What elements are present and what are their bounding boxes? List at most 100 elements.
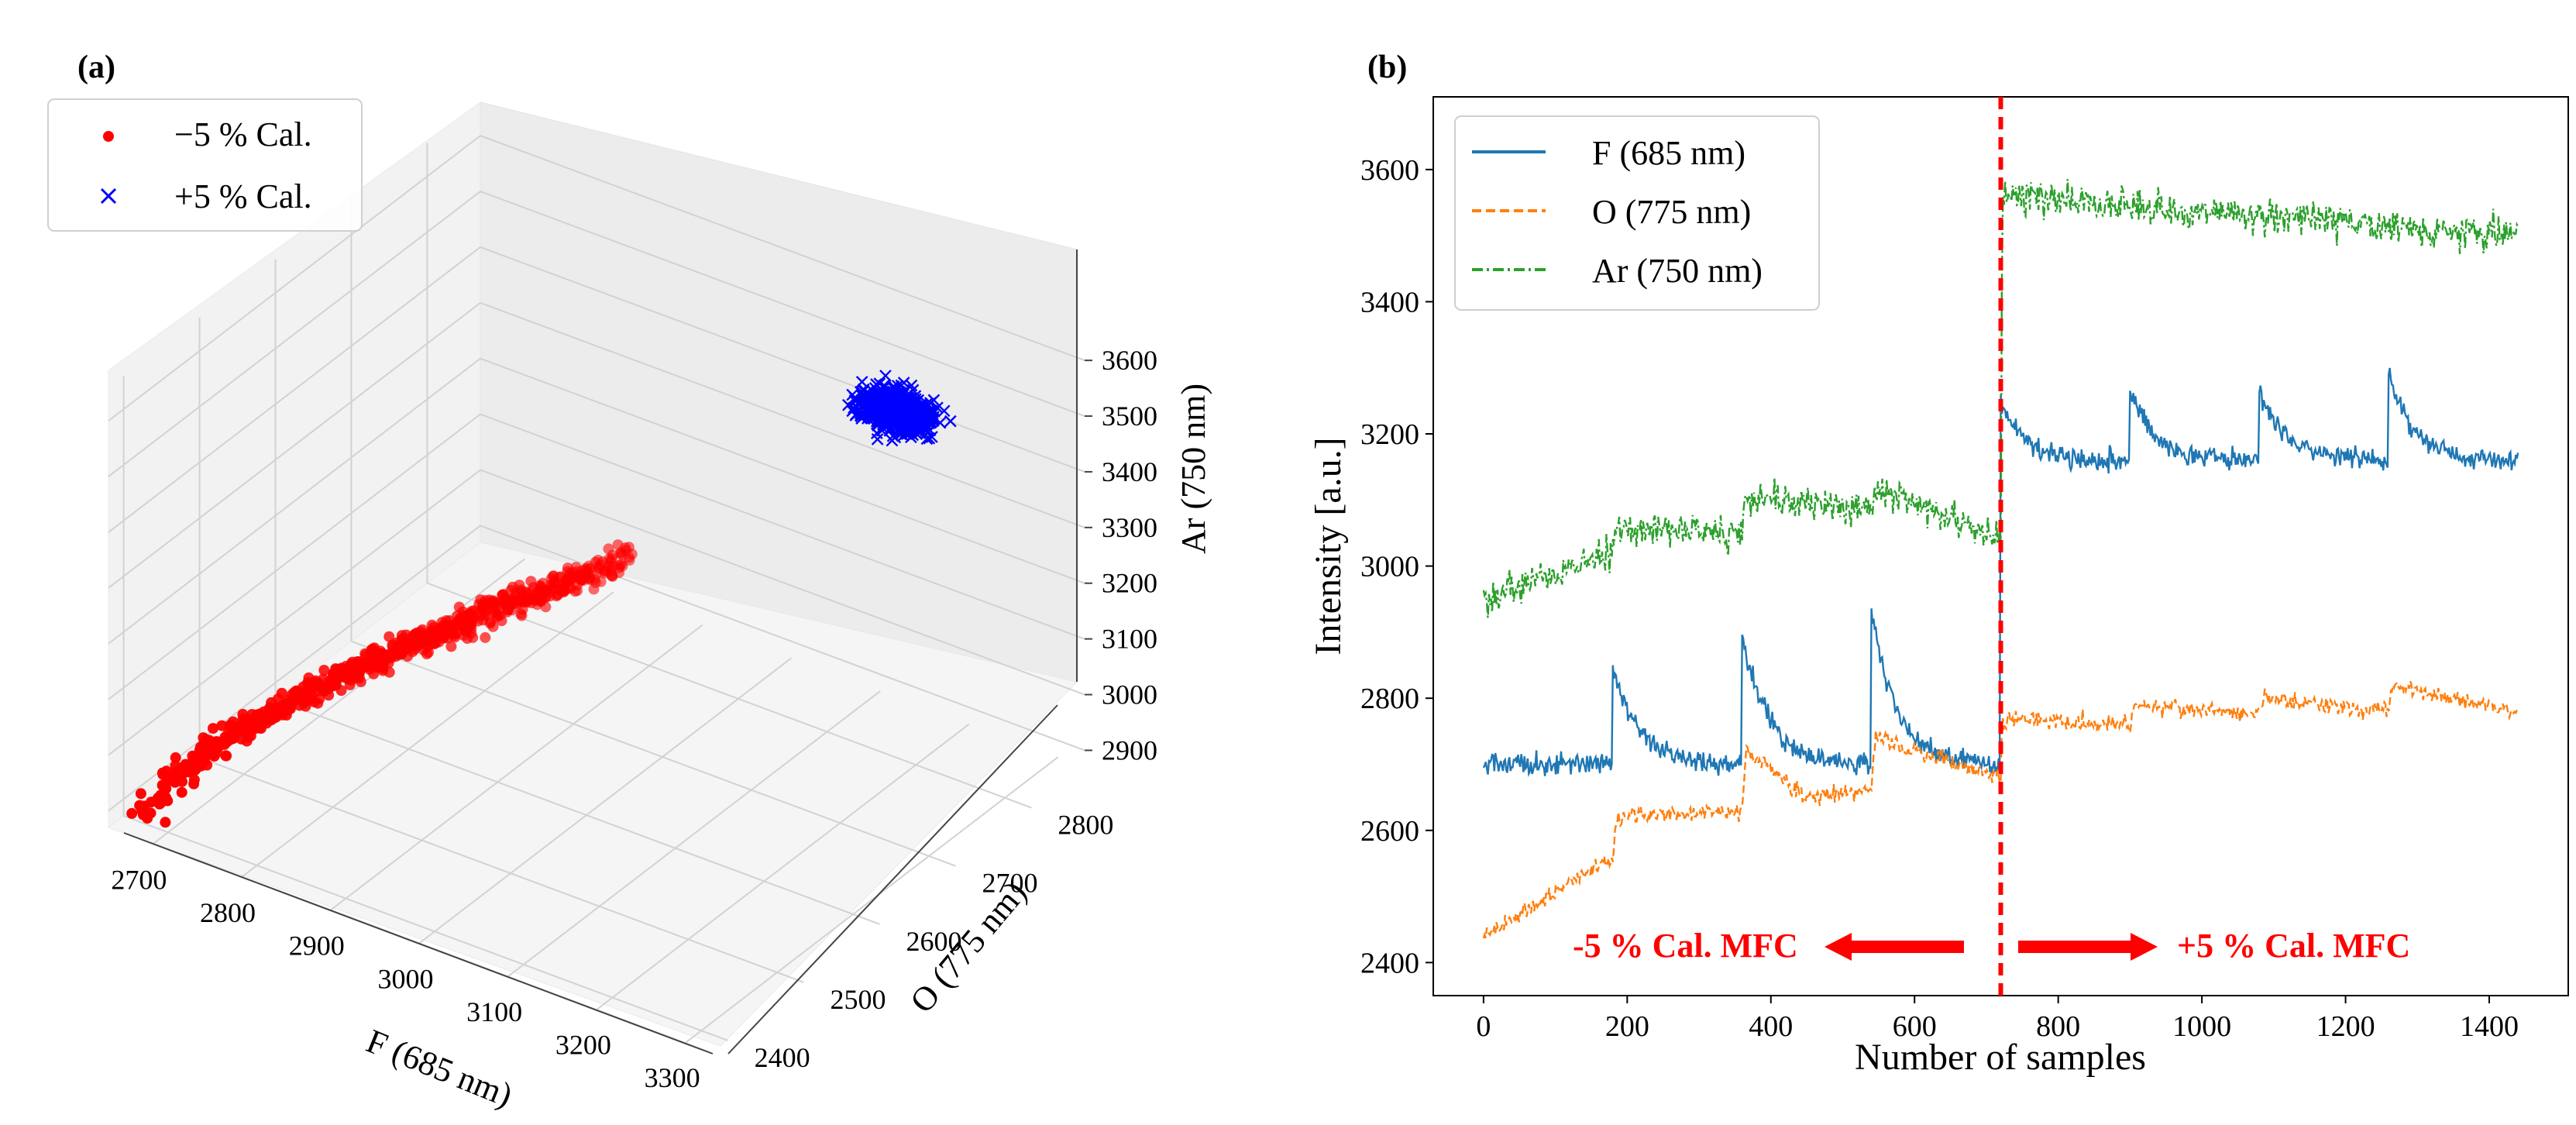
legend-blue-x: [100, 188, 117, 205]
blue-point: [910, 421, 923, 434]
red-point: [328, 668, 339, 679]
red-point: [503, 604, 514, 615]
z-tick-label: 3200: [1102, 568, 1157, 599]
blue-point: [854, 386, 867, 398]
red-point: [370, 655, 381, 666]
grid-z: [108, 525, 1085, 812]
red-point: [445, 641, 457, 652]
red-point: [542, 584, 554, 596]
red-point: [242, 731, 254, 743]
red-point: [480, 631, 491, 643]
y-tick-label: 2600: [906, 926, 962, 957]
blue-point: [873, 377, 886, 390]
red-point: [391, 637, 403, 649]
x-tick-label-b: 1200: [2316, 1010, 2375, 1043]
panel-b-line-chart: (b) 0 200 400 600 800 1000 1200 1400 2400 2600 280…: [1308, 50, 2569, 1078]
grid-z: [108, 413, 1085, 700]
red-point: [354, 667, 365, 679]
red-point: [204, 735, 215, 746]
red-point: [170, 752, 181, 763]
red-point: [135, 788, 146, 800]
y-tick-label-b: 3400: [1360, 286, 1419, 318]
blue-point: [865, 401, 879, 413]
y-tick-label-b: 3200: [1360, 418, 1419, 451]
blue-point: [849, 394, 862, 408]
red-point: [407, 646, 418, 657]
grid-z: [108, 190, 1085, 477]
blue-point: [879, 370, 892, 382]
red-point: [548, 570, 559, 582]
blue-point: [912, 424, 925, 437]
grid-y: [199, 756, 804, 983]
red-point: [369, 646, 380, 658]
red-point: [535, 596, 547, 607]
red-point: [603, 543, 614, 555]
x-tick-label-b: 800: [2036, 1010, 2080, 1043]
red-point: [615, 548, 626, 559]
x-tick-label: 3000: [377, 963, 433, 994]
blue-point: [897, 409, 910, 422]
ticks-a: 2700 2800 2900 3000 3100 3200 3300 2400 2500 2600…: [111, 345, 1157, 1093]
annotation-left: -5 % Cal. MFC: [1573, 927, 1798, 965]
y-tick-label: 2700: [982, 868, 1037, 899]
z-tick-label: 3400: [1102, 456, 1157, 487]
legend-b: F (685 nm) O (775 nm) Ar (750 nm): [1454, 115, 1820, 311]
blue-point: [896, 393, 909, 406]
left-arrow-icon: [1825, 933, 1964, 961]
grid-x: [418, 657, 793, 944]
red-point: [452, 617, 463, 628]
blue-point: [879, 391, 892, 404]
blue-point: [893, 401, 906, 414]
y-tick-label-b: 2600: [1360, 815, 1419, 848]
red-point: [291, 690, 303, 701]
red-point: [510, 590, 521, 602]
z-tick-label: 3100: [1102, 624, 1157, 655]
blue-point: [931, 401, 944, 415]
blue-point: [841, 398, 855, 411]
blue-point: [855, 376, 868, 388]
red-point: [330, 679, 342, 691]
red-point: [417, 631, 428, 643]
x-tick-label: 3200: [555, 1030, 611, 1061]
grid-y: [123, 815, 728, 1041]
x-tick-label-b: 0: [1476, 1010, 1491, 1043]
red-point: [401, 629, 412, 641]
x-axis-label-b: Number of samples: [1855, 1037, 2146, 1078]
red-point: [194, 759, 205, 771]
x-tick-label-b: 1400: [2460, 1010, 2519, 1043]
red-point: [492, 610, 504, 621]
blue-point: [914, 411, 927, 423]
red-point: [343, 665, 355, 676]
ticks-b: 0 200 400 600 800 1000 1200 1400 2400 2600 2800 300…: [1360, 154, 2519, 1043]
red-point: [604, 553, 615, 565]
z-tick-label: 2900: [1102, 735, 1157, 765]
red-point: [436, 626, 448, 638]
blue-point: [881, 413, 894, 426]
y-tick-label: 2500: [831, 984, 886, 1015]
red-point: [275, 704, 287, 715]
panel-b-label: (b): [1367, 50, 1407, 85]
x-tick-label: 2900: [289, 931, 345, 962]
red-point: [580, 571, 591, 583]
red-point: [203, 748, 215, 760]
y-axis-line: [727, 704, 1058, 1054]
grid-x: [241, 591, 614, 878]
right-arrow-icon: [2018, 933, 2158, 961]
grid-x: [685, 756, 1059, 1043]
red-point: [383, 631, 395, 642]
red-point: [564, 568, 576, 580]
y-axis-label-b: Intensity [a.u.]: [1308, 437, 1349, 655]
y-tick-label: 2400: [755, 1042, 810, 1073]
z-tick-label: 3000: [1102, 679, 1157, 710]
y-tick-label-b: 2800: [1360, 683, 1419, 715]
legend-a-item-2: +5 % Cal.: [174, 177, 312, 215]
red-point: [376, 661, 387, 673]
red-point: [388, 645, 400, 657]
x-tick-label-b: 200: [1605, 1010, 1649, 1043]
red-point: [422, 641, 434, 652]
red-point: [160, 817, 171, 828]
red-point: [168, 776, 180, 787]
red-point: [453, 601, 465, 613]
red-point: [304, 694, 315, 706]
